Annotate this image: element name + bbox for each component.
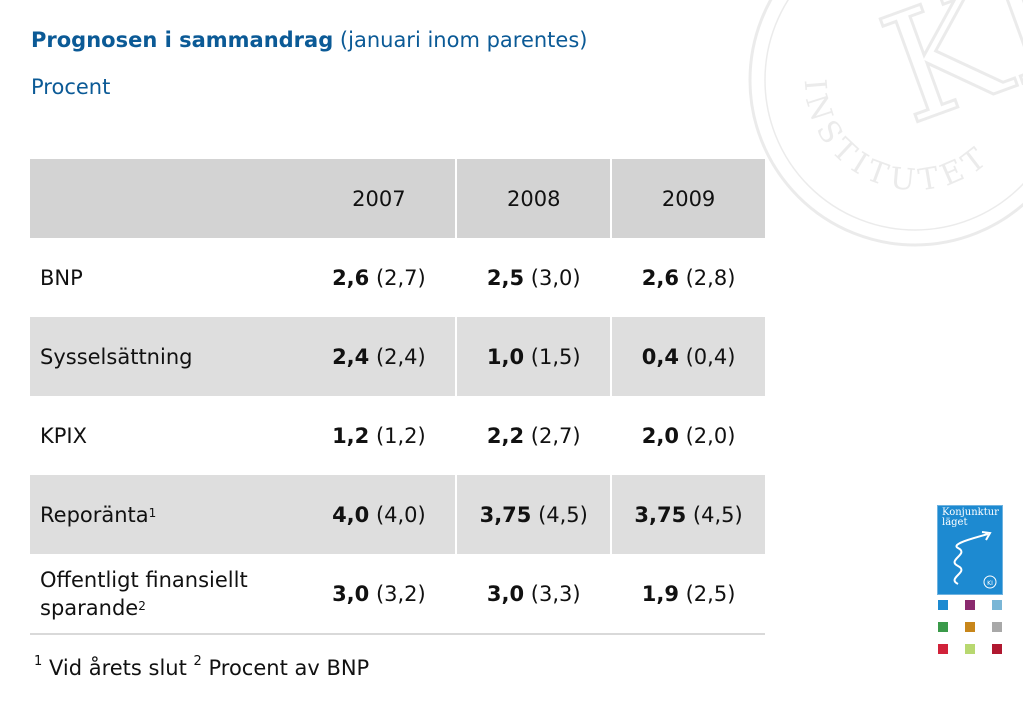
thumbnail	[938, 622, 948, 632]
row-label-text: Sysselsättning	[40, 344, 193, 369]
row-label: BNP	[30, 238, 302, 317]
forecast-value: 1,0	[486, 344, 525, 369]
thumbnail	[965, 622, 975, 632]
forecast-value: 1,2	[332, 423, 370, 448]
previous-value: (1,5)	[524, 344, 581, 369]
publication-thumbnails	[938, 600, 1002, 660]
previous-value: (2,4)	[369, 344, 426, 369]
row-label-text: KPIX	[40, 423, 88, 448]
forecast-value: 1,9	[641, 581, 679, 606]
cover-spiral-arrow-icon: KI	[953, 531, 997, 589]
previous-value: (3,2)	[369, 581, 426, 606]
footnote-text-1: Vid årets slut	[42, 656, 194, 680]
table-header-row: 2007 2008 2009	[30, 159, 765, 238]
table-cell: 2,6 (2,8)	[610, 238, 765, 317]
table-cell: 2,4 (2,4)	[302, 317, 457, 396]
slide-title-bold: Prognosen i sammandrag	[31, 28, 334, 52]
forecast-value: 2,5	[486, 265, 525, 290]
forecast-value: 4,0	[332, 502, 370, 527]
row-label: KPIX	[30, 396, 302, 475]
table-row-bnp: BNP 2,6 (2,7) 2,5 (3,0) 2,6 (2,8)	[30, 238, 765, 317]
previous-value: (4,5)	[686, 502, 743, 527]
forecast-value: 2,2	[486, 423, 525, 448]
thumbnail	[992, 644, 1002, 654]
table-cell: 1,2 (1,2)	[302, 396, 456, 475]
table-cell: 2,5 (3,0)	[455, 238, 612, 317]
slide-title-rest: (januari inom parentes)	[333, 28, 588, 52]
previous-value: (2,8)	[678, 265, 736, 290]
forecast-value: 0,4	[641, 344, 679, 369]
thumbnail	[965, 600, 975, 610]
table-cell: 3,0 (3,3)	[455, 554, 612, 635]
table-cell: 3,75 (4,5)	[610, 475, 765, 554]
previous-value: (4,0)	[369, 502, 426, 527]
row-label-line2: sparande	[40, 595, 139, 620]
slide-subtitle: Procent	[31, 75, 111, 99]
table-row-sysselsattning: Sysselsättning 2,4 (2,4) 1,0 (1,5) 0,4 (…	[30, 317, 765, 396]
table-cell: 3,0 (3,2)	[302, 554, 457, 635]
forecast-value: 3,0	[332, 581, 370, 606]
header-cell-empty	[30, 159, 303, 238]
table-cell: 2,0 (2,0)	[610, 396, 765, 475]
table-row-reporanta: Reporänta1 4,0 (4,0) 3,75 (4,5) 3,75 (4,…	[30, 475, 765, 554]
forecast-table: 2007 2008 2009 BNP 2,6 (2,7) 2,5 (3,0) 2…	[30, 159, 765, 635]
thumbnail	[992, 600, 1002, 610]
row-label: Reporänta1	[30, 475, 303, 554]
table-cell: 4,0 (4,0)	[302, 475, 457, 554]
forecast-value: 2,0	[641, 423, 679, 448]
row-label-text: Reporänta	[40, 502, 149, 527]
thumbnail	[938, 600, 948, 610]
table-cell: 2,6 (2,7)	[302, 238, 456, 317]
slide-title: Prognosen i sammandrag (januari inom par…	[31, 28, 587, 52]
previous-value: (3,0)	[524, 265, 581, 290]
konjunkturlaget-cover-logo: Konjunktur läget KI	[937, 505, 1003, 595]
previous-value: (2,0)	[678, 423, 736, 448]
table-cell: 0,4 (0,4)	[610, 317, 765, 396]
footnote-sup-2: 2	[193, 654, 202, 669]
previous-value: (2,7)	[524, 423, 581, 448]
footnote-sup-1: 1	[34, 654, 43, 669]
table-cell: 1,9 (2,5)	[610, 554, 765, 635]
previous-value: (2,5)	[678, 581, 736, 606]
previous-value: (4,5)	[531, 502, 588, 527]
table-cell: 2,2 (2,7)	[455, 396, 612, 475]
ki-seal-watermark: KI INSTITUTET	[748, 0, 1023, 247]
table-cell: 1,0 (1,5)	[455, 317, 612, 396]
row-label: Sysselsättning	[30, 317, 303, 396]
previous-value: (1,2)	[369, 423, 426, 448]
forecast-value: 3,0	[486, 581, 525, 606]
cover-title: Konjunktur läget	[942, 507, 999, 528]
forecast-value: 2,6	[332, 265, 370, 290]
header-cell-2007: 2007	[302, 159, 457, 238]
row-label-line1: Offentligt finansiellt	[40, 567, 248, 592]
thumbnail	[992, 622, 1002, 632]
footnote: 1 Vid årets slut 2 Procent av BNP	[34, 654, 370, 680]
footnote-text-2: Procent av BNP	[201, 656, 370, 680]
cover-badge: KI	[987, 580, 993, 587]
table-row-kpix: KPIX 1,2 (1,2) 2,2 (2,7) 2,0 (2,0)	[30, 396, 765, 475]
row-label: Offentligt finansiellt sparande2	[30, 554, 303, 635]
forecast-value: 2,6	[641, 265, 679, 290]
forecast-value: 2,4	[332, 344, 370, 369]
previous-value: (2,7)	[369, 265, 426, 290]
table-row-sparande: Offentligt finansiellt sparande2 3,0 (3,2…	[30, 554, 765, 635]
forecast-value: 3,75	[479, 502, 532, 527]
header-cell-2009: 2009	[610, 159, 765, 238]
row-label-text: BNP	[40, 265, 83, 290]
thumbnail	[965, 644, 975, 654]
previous-value: (0,4)	[678, 344, 736, 369]
table-cell: 3,75 (4,5)	[455, 475, 612, 554]
thumbnail	[938, 644, 948, 654]
footnote-marker: 1	[148, 505, 157, 520]
forecast-value: 3,75	[634, 502, 687, 527]
footnote-marker: 2	[138, 598, 146, 613]
header-cell-2008: 2008	[455, 159, 612, 238]
previous-value: (3,3)	[524, 581, 581, 606]
watermark-letters: KI	[863, 0, 1023, 158]
